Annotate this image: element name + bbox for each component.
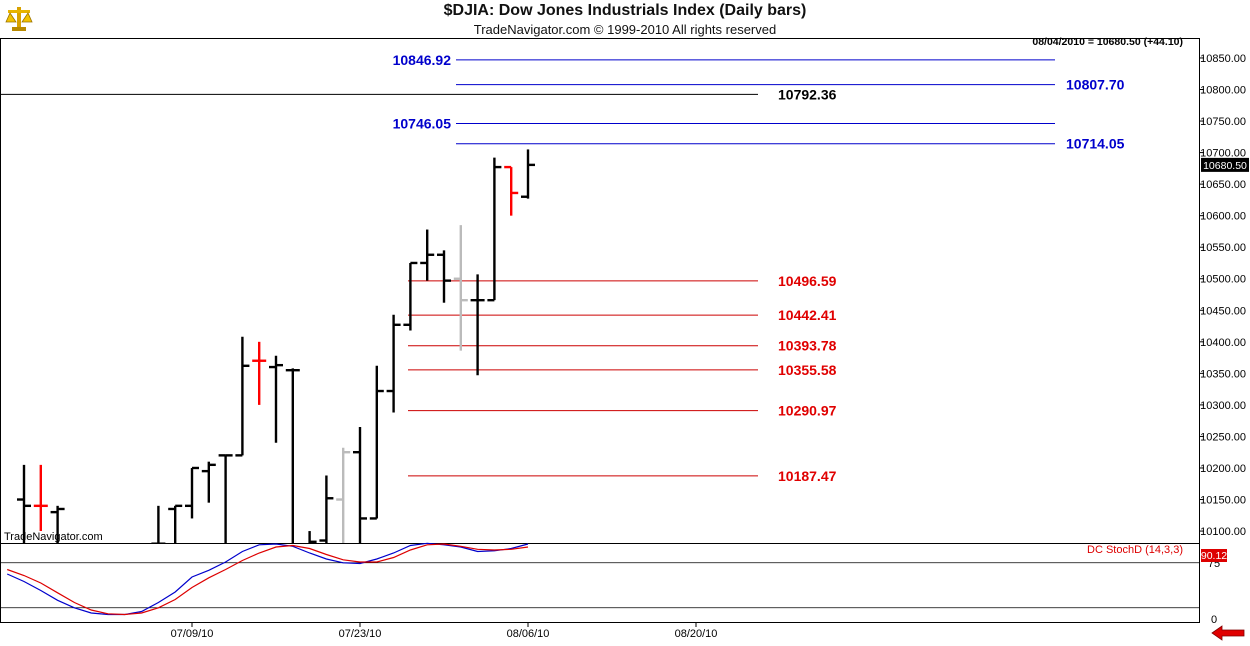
y-tick-label: 10300.00	[1200, 400, 1246, 412]
ohlc-bar	[185, 466, 199, 519]
ohlc-bar	[285, 368, 300, 543]
level-lines: 10846.92 10807.70 10792.36 10746.05 10714.05…	[0, 52, 1125, 484]
watermark: TradeNavigator.com	[4, 531, 103, 543]
x-tick-label: 07/09/10	[171, 628, 214, 640]
price-axis: 10100.00 10150.00 10200.00 10250.00 10300.00…	[1199, 53, 1249, 538]
y-tick-label: 10400.00	[1200, 337, 1246, 349]
ohlc-bar	[369, 365, 384, 520]
level-label: 10290.97	[778, 403, 837, 419]
chart-frame	[0, 38, 1200, 623]
level-label: 10846.92	[393, 52, 452, 68]
y-tick-label: 10650.00	[1200, 179, 1246, 191]
last-price-label: 10680.50	[1203, 160, 1247, 172]
ohlc-bar	[17, 464, 31, 543]
back-arrow-icon[interactable]	[1210, 625, 1246, 646]
chart-title: $DJIA: Dow Jones Industrials Index (Dail…	[443, 2, 807, 19]
ohlc-bar	[218, 454, 233, 543]
level-label: 10393.78	[778, 338, 837, 354]
y-tick-label: 10800.00	[1200, 85, 1246, 97]
y-tick-label: 10100.00	[1200, 526, 1246, 538]
y-tick-label: 10750.00	[1200, 116, 1246, 128]
level-label: 10807.70	[1066, 77, 1125, 93]
stoch-title: DC StochD (14,3,3)	[1087, 544, 1183, 556]
level-label: 10187.47	[778, 468, 837, 484]
scales-icon[interactable]	[4, 3, 34, 38]
ohlc-bar	[487, 157, 502, 302]
y-tick-label: 10500.00	[1200, 274, 1246, 286]
ohlc-bar	[353, 426, 367, 543]
x-tick-label: 07/23/10	[339, 628, 382, 640]
info-line: 08/04/2010 = 10680.50 (+44.10)	[1032, 36, 1183, 48]
level-label: 10496.59	[778, 273, 837, 289]
ohlc-bar	[319, 475, 334, 543]
y-tick-label: 10700.00	[1200, 148, 1246, 160]
level-label: 10442.41	[778, 307, 837, 323]
y-tick-label: 10150.00	[1200, 495, 1246, 507]
ohlc-bar	[521, 149, 535, 199]
ohlc-bar	[168, 504, 183, 543]
ohlc-bar	[308, 531, 317, 543]
plot-border	[0, 38, 1200, 623]
ohlc-bar	[201, 461, 216, 503]
stoch-last-badge	[1201, 549, 1227, 562]
y-tick-label: 10600.00	[1200, 211, 1246, 223]
copyright-text: TradeNavigator.com © 1999-2010 All right…	[473, 22, 777, 37]
ohlc-bar	[453, 225, 468, 351]
level-label: 10746.05	[393, 116, 452, 132]
stoch-line-k	[6, 542, 529, 616]
last-price-badge	[1201, 157, 1249, 172]
level-label: 10714.05	[1066, 136, 1125, 152]
ohlc-bar	[235, 336, 250, 457]
ohlc-bar	[50, 505, 65, 543]
ohlc-bar	[151, 505, 166, 543]
y-tick-label: 10850.00	[1200, 53, 1246, 65]
y-tick-label: 10350.00	[1200, 368, 1246, 380]
stoch-tick-label: 0	[1211, 614, 1217, 626]
stoch-line-d	[6, 543, 529, 616]
ohlc-bars	[17, 149, 535, 543]
level-label: 10792.36	[778, 86, 837, 102]
y-tick-label: 10250.00	[1200, 431, 1246, 443]
ohlc-bar	[470, 274, 485, 376]
date-axis: 07/09/10 07/23/10 08/06/10 08/20/10	[171, 622, 718, 640]
ohlc-bar	[269, 355, 283, 443]
ohlc-bar	[386, 314, 401, 413]
ohlc-bar	[252, 341, 267, 405]
level-label: 10355.58	[778, 362, 837, 378]
y-tick-label: 10200.00	[1200, 463, 1246, 475]
ohlc-bar	[33, 464, 48, 532]
x-tick-label: 08/20/10	[675, 628, 718, 640]
y-tick-label: 10550.00	[1200, 242, 1246, 254]
y-tick-label: 10450.00	[1200, 305, 1246, 317]
x-tick-label: 08/06/10	[507, 628, 550, 640]
stoch-last-label: 90.12	[1201, 550, 1227, 562]
ohlc-bar	[336, 447, 351, 543]
ohlc-bar	[403, 261, 418, 331]
ohlc-bar	[437, 250, 451, 303]
ohlc-bar	[420, 229, 435, 281]
ohlc-bar	[504, 165, 519, 216]
